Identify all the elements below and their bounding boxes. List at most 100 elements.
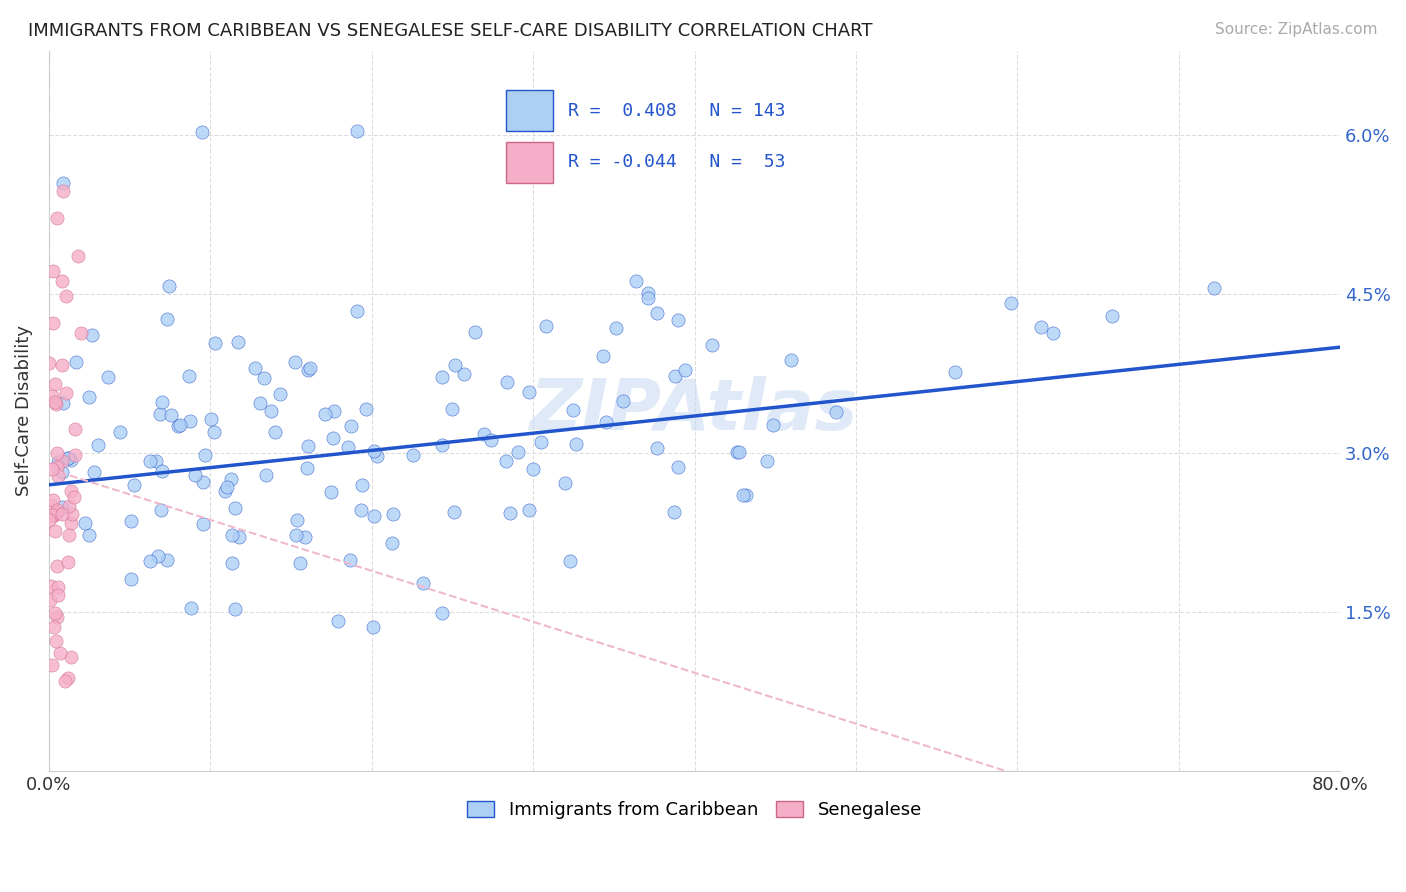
Point (150, 464, 173, 478)
Point (363, 444, 385, 458)
Point (565, 437, 588, 451)
Point (155, 312, 177, 326)
Point (179, 369, 201, 384)
Point (228, 529, 250, 543)
Point (65, 448, 87, 462)
Point (55, 386, 77, 401)
Point (41, 264, 63, 278)
Point (59, 516, 82, 531)
Point (191, 516, 214, 531)
Point (1029, 319, 1052, 334)
Point (66, 249, 89, 263)
Point (337, 440, 360, 454)
Point (430, 606, 453, 620)
Point (285, 527, 308, 541)
Point (673, 363, 696, 377)
Point (56, 671, 79, 685)
Point (42, 508, 65, 523)
Point (243, 361, 266, 376)
Point (440, 401, 463, 416)
Point (180, 601, 202, 615)
Point (1042, 326, 1064, 341)
Point (592, 349, 614, 363)
Point (319, 484, 342, 499)
Point (517, 502, 540, 516)
Point (194, 448, 217, 462)
Point (495, 454, 517, 468)
Point (38, 513, 60, 527)
Text: IMMIGRANTS FROM CARIBBEAN VS SENEGALESE SELF-CARE DISABILITY CORRELATION CHART: IMMIGRANTS FROM CARIBBEAN VS SENEGALESE … (28, 22, 873, 40)
Point (366, 449, 388, 463)
Point (314, 407, 336, 421)
Point (350, 502, 373, 516)
Point (41, 462, 63, 476)
Point (51, 184, 73, 198)
Point (354, 401, 377, 416)
Point (193, 475, 215, 489)
Point (779, 352, 801, 367)
Point (645, 441, 668, 455)
Point (226, 335, 249, 350)
Point (339, 419, 361, 434)
Point (124, 478, 146, 492)
Point (46, 610, 69, 624)
Point (55, 288, 77, 302)
Point (191, 125, 214, 139)
Point (53, 674, 76, 689)
Point (46, 559, 69, 574)
Point (62, 508, 84, 522)
Point (41, 658, 63, 673)
Point (149, 503, 172, 517)
Point (46, 580, 69, 594)
Point (735, 488, 758, 502)
Point (51, 358, 73, 372)
Point (666, 460, 689, 475)
Point (1204, 280, 1226, 294)
Point (666, 312, 689, 326)
Point (58, 555, 80, 569)
Point (45, 446, 67, 460)
Point (169, 417, 191, 432)
Point (56, 450, 79, 465)
Point (637, 285, 659, 300)
Point (58, 499, 80, 513)
Point (44, 524, 66, 538)
Point (322, 431, 344, 445)
Point (214, 483, 236, 498)
Point (560, 554, 582, 568)
Point (56, 450, 79, 465)
Point (254, 468, 277, 483)
Point (522, 462, 544, 476)
Point (323, 404, 346, 418)
Point (464, 325, 486, 339)
Point (46, 455, 69, 469)
Point (506, 444, 529, 458)
Point (297, 440, 319, 454)
Point (38, 593, 60, 607)
Point (46, 211, 69, 225)
Point (46, 459, 69, 474)
Point (157, 279, 180, 293)
Point (382, 507, 405, 521)
Point (83, 466, 105, 480)
Point (217, 480, 239, 494)
Point (120, 572, 142, 586)
Point (727, 445, 749, 459)
Legend: Immigrants from Caribbean, Senegalese: Immigrants from Caribbean, Senegalese (460, 794, 929, 827)
Point (138, 453, 160, 467)
Point (46, 502, 69, 516)
Point (264, 425, 287, 439)
Point (825, 405, 848, 419)
Point (346, 124, 368, 138)
Point (39, 498, 62, 512)
Point (42, 316, 65, 330)
Point (41, 389, 63, 403)
Point (52, 396, 75, 410)
Point (554, 475, 576, 490)
Point (536, 319, 558, 334)
Point (46, 588, 69, 602)
Point (605, 321, 627, 335)
Point (41, 508, 63, 523)
Point (200, 411, 222, 425)
Point (700, 338, 723, 352)
